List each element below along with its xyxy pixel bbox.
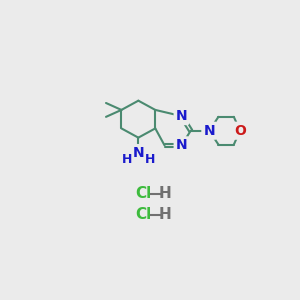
Text: H: H: [159, 207, 172, 222]
Text: O: O: [234, 124, 246, 138]
Text: H: H: [122, 153, 132, 166]
Text: N: N: [133, 146, 144, 160]
Text: Cl: Cl: [135, 207, 151, 222]
Text: N: N: [176, 138, 187, 152]
Text: N: N: [176, 109, 187, 123]
Text: H: H: [145, 153, 155, 166]
Text: H: H: [159, 186, 172, 201]
Text: Cl: Cl: [135, 186, 151, 201]
Text: N: N: [203, 124, 215, 138]
